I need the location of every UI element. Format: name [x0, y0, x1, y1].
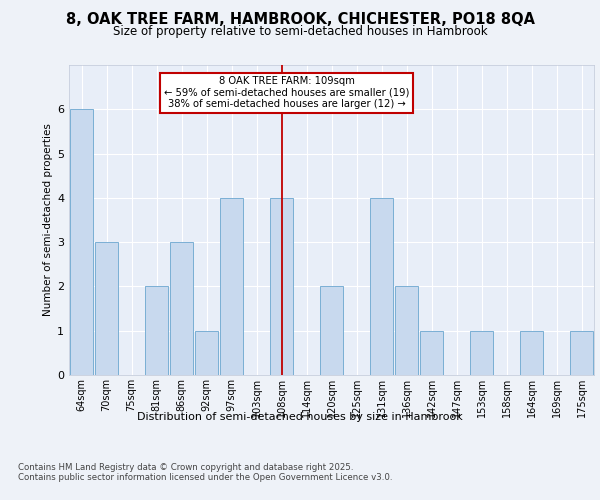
Bar: [419, 330, 443, 375]
Bar: [220, 198, 244, 375]
Text: Size of property relative to semi-detached houses in Hambrook: Size of property relative to semi-detach…: [113, 25, 487, 38]
Y-axis label: Number of semi-detached properties: Number of semi-detached properties: [43, 124, 53, 316]
Bar: [520, 330, 544, 375]
Text: Contains HM Land Registry data © Crown copyright and database right 2025.: Contains HM Land Registry data © Crown c…: [18, 462, 353, 471]
Text: Contains public sector information licensed under the Open Government Licence v3: Contains public sector information licen…: [18, 472, 392, 482]
Text: 8, OAK TREE FARM, HAMBROOK, CHICHESTER, PO18 8QA: 8, OAK TREE FARM, HAMBROOK, CHICHESTER, …: [65, 12, 535, 28]
Bar: [320, 286, 343, 375]
Bar: [95, 242, 118, 375]
Bar: [269, 198, 293, 375]
Bar: [470, 330, 493, 375]
Bar: [370, 198, 394, 375]
Bar: [194, 330, 218, 375]
Text: 8 OAK TREE FARM: 109sqm
← 59% of semi-detached houses are smaller (19)
38% of se: 8 OAK TREE FARM: 109sqm ← 59% of semi-de…: [164, 76, 409, 110]
Text: Distribution of semi-detached houses by size in Hambrook: Distribution of semi-detached houses by …: [137, 412, 463, 422]
Bar: [395, 286, 418, 375]
Bar: [145, 286, 169, 375]
Bar: [170, 242, 193, 375]
Bar: [569, 330, 593, 375]
Bar: [70, 110, 94, 375]
